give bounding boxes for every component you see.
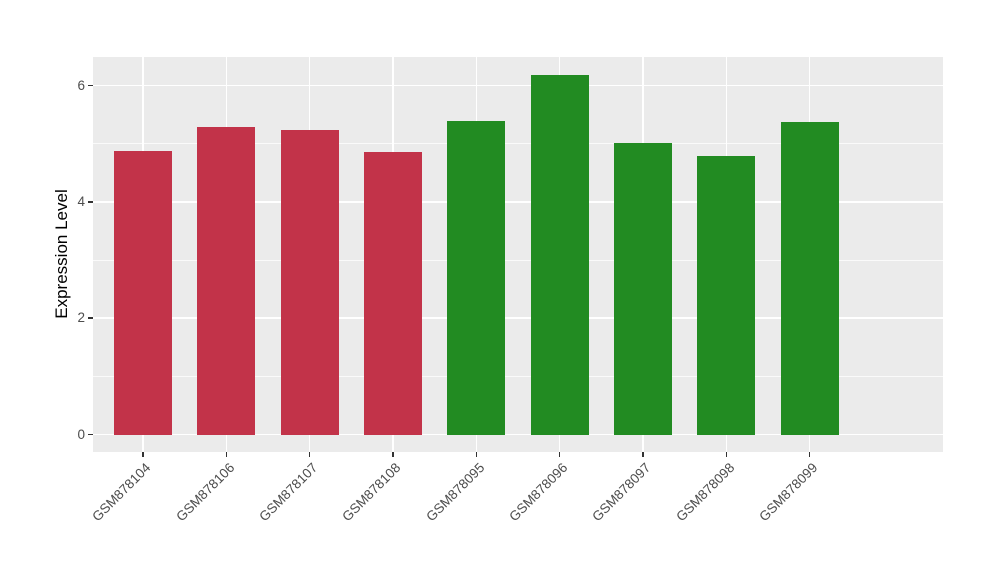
x-axis-tick-label-GSM878099: GSM878099: [756, 460, 821, 525]
x-axis-tick-label-GSM878107: GSM878107: [256, 460, 321, 525]
bar-GSM878098: [697, 156, 756, 435]
x-axis-tick-label-GSM878098: GSM878098: [672, 460, 737, 525]
y-axis-tick-6: [88, 84, 93, 87]
plot-panel: [93, 57, 943, 452]
minor-gridline-y-1: [93, 375, 943, 377]
y-axis-tick-0: [88, 433, 93, 436]
x-axis-tick-GSM878096: [558, 452, 561, 457]
y-axis-tick-label-6: 6: [77, 77, 85, 93]
x-axis-tick-GSM878097: [642, 452, 644, 457]
y-axis-tick-2: [88, 317, 93, 319]
x-axis-tick-GSM878099: [808, 452, 811, 457]
y-axis-tick-label-0: 0: [77, 426, 85, 442]
bar-GSM878096: [530, 75, 589, 435]
bar-GSM878099: [780, 121, 839, 435]
x-axis-tick-GSM878108: [392, 452, 394, 457]
bar-GSM878107: [280, 129, 339, 435]
major-gridline-y-4: [93, 201, 943, 203]
major-gridline-y-2: [93, 317, 943, 319]
x-axis-tick-GSM878095: [475, 452, 478, 457]
x-axis-tick-GSM878106: [225, 452, 228, 457]
bar-GSM878104: [113, 151, 173, 435]
bar-GSM878097: [613, 143, 673, 435]
y-axis-tick-label-4: 4: [77, 193, 85, 209]
y-axis-tick-label-2: 2: [77, 310, 85, 326]
minor-gridline-y-5: [93, 143, 943, 145]
x-axis-tick-GSM878098: [725, 452, 728, 457]
x-axis-tick-label-GSM878104: GSM878104: [89, 460, 154, 525]
x-axis-tick-label-GSM878095: GSM878095: [422, 460, 487, 525]
bar-GSM878095: [447, 120, 506, 435]
x-axis-tick-GSM878104: [142, 452, 144, 457]
y-axis-tick-4: [88, 201, 93, 203]
x-axis-tick-GSM878107: [308, 452, 311, 457]
bar-GSM878108: [363, 152, 423, 435]
major-gridline-y-6: [93, 84, 943, 87]
x-axis-tick-label-GSM878096: GSM878096: [506, 460, 571, 525]
major-gridline-y-0: [93, 433, 943, 436]
x-axis-tick-label-GSM878108: GSM878108: [339, 460, 404, 525]
x-axis-tick-label-GSM878106: GSM878106: [172, 460, 237, 525]
minor-gridline-y-3: [93, 259, 943, 261]
bar-GSM878106: [197, 126, 256, 435]
x-axis-tick-label-GSM878097: GSM878097: [589, 460, 654, 525]
